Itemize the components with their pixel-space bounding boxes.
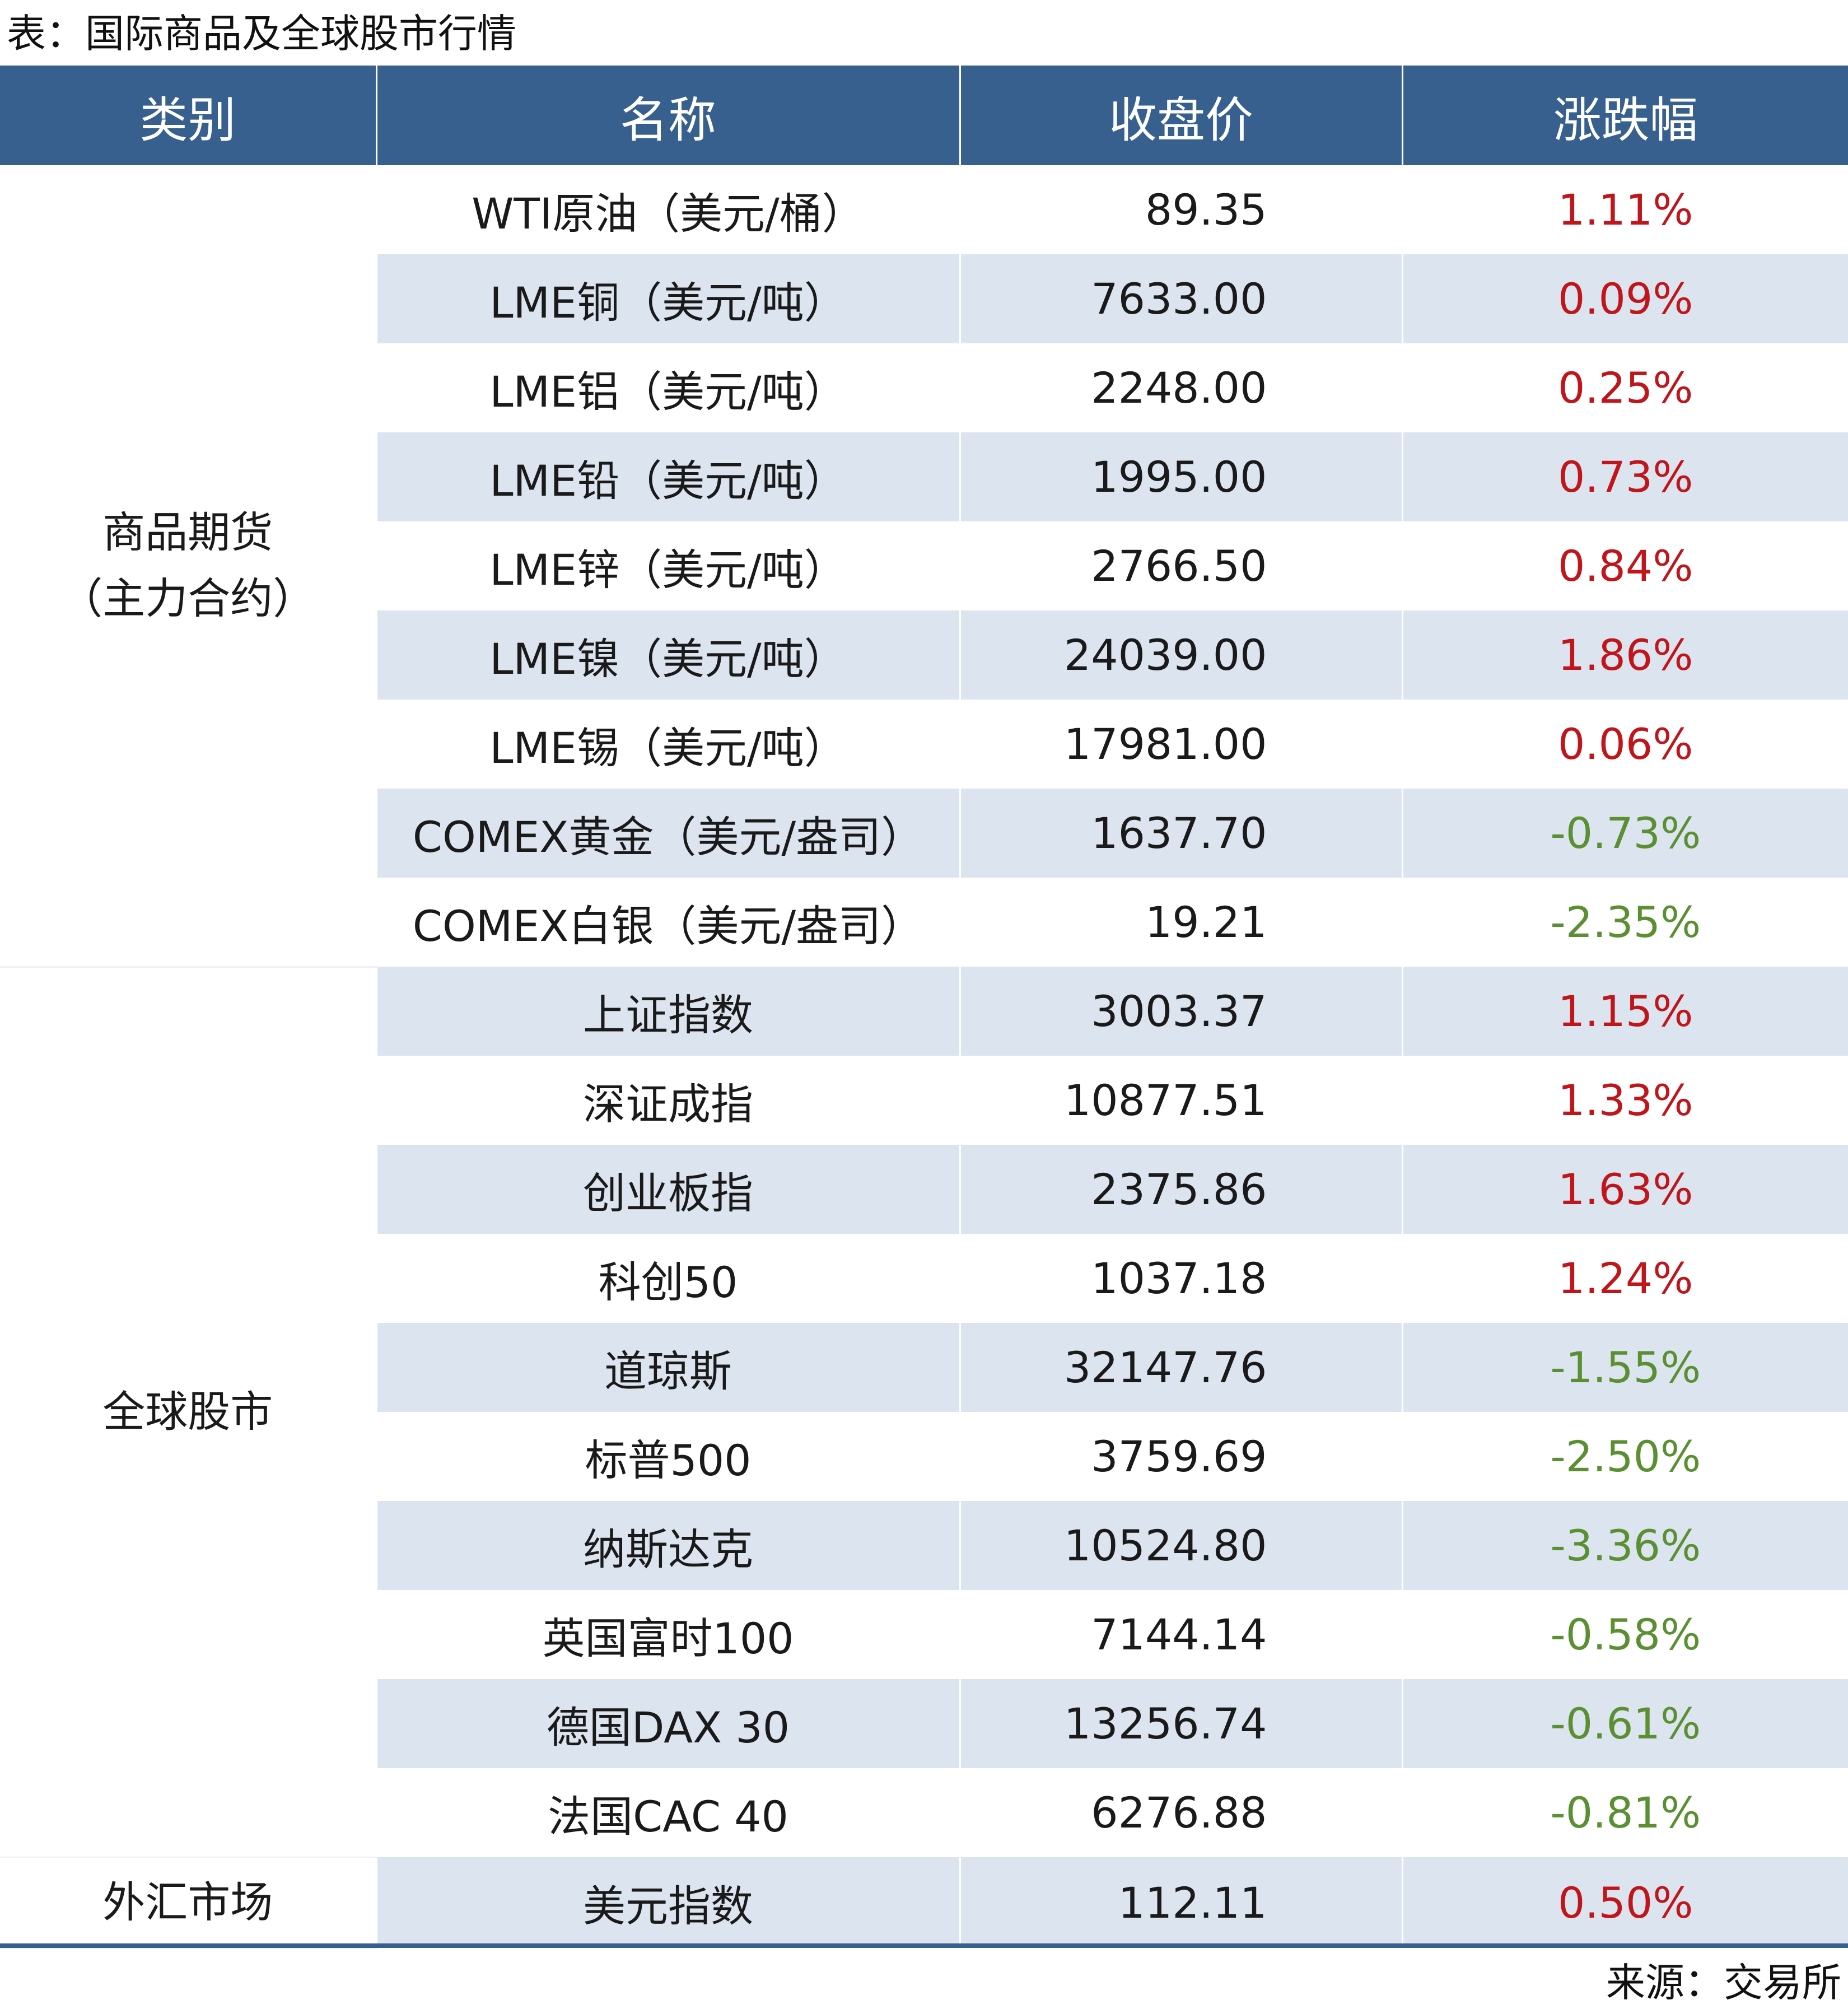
table-row: 法国CAC 40 6276.88 -0.81% [0,1768,1848,1857]
instrument-name: 法国CAC 40 [375,1768,960,1857]
change-pct: -2.35% [1401,878,1848,967]
category-cell: 外汇市场 [0,1857,376,1949]
table-row: 深证成指 10877.51 1.33% [0,1056,1848,1145]
table-row: COMEX黄金（美元/盎司） 1637.70 -0.73% [0,789,1848,878]
table-row: 商品期货 （主力合约） WTI原油（美元/桶） 89.35 1.11% [0,165,1848,968]
close-price: 24039.00 [959,610,1402,700]
change-pct: -0.58% [1401,1590,1848,1679]
change-pct: 1.24% [1401,1234,1848,1323]
table-row: 英国富时100 7144.14 -0.58% [0,1590,1848,1679]
table-header: 类别 名称 收盘价 涨跌幅 [0,66,1848,165]
change-pct: 1.11% [1401,165,1848,254]
close-price: 19.21 [959,878,1402,967]
change-pct: 1.33% [1401,1056,1848,1145]
table-row: 德国DAX 30 13256.74 -0.61% [0,1679,1848,1768]
instrument-name: COMEX黄金（美元/盎司） [375,789,960,878]
close-price: 7144.14 [959,1590,1402,1679]
table-row: LME锌（美元/吨） 2766.50 0.84% [0,521,1848,610]
change-pct: 1.63% [1401,1145,1848,1234]
instrument-name: 道琼斯 [375,1323,960,1412]
instrument-name: 科创50 [375,1234,960,1323]
table-row: 纳斯达克 10524.80 -3.36% [0,1501,1848,1590]
table-row: 道琼斯 32147.76 -1.55% [0,1323,1848,1412]
close-price: 3003.37 [959,967,1402,1056]
change-pct: 1.15% [1401,967,1848,1056]
instrument-name: 英国富时100 [375,1590,960,1679]
table-row: LME镍（美元/吨） 24039.00 1.86% [0,610,1848,700]
instrument-name: WTI原油（美元/桶） [375,165,960,254]
close-price: 3759.69 [959,1412,1402,1501]
close-price: 1037.18 [959,1234,1402,1323]
header-category: 类别 [0,66,376,165]
instrument-name: 创业板指 [375,1145,960,1234]
change-pct: -1.55% [1401,1323,1848,1412]
header-name: 名称 [375,66,960,165]
table-body: 商品期货 （主力合约） WTI原油（美元/桶） 89.35 1.11% LME铜（美元/… [0,165,1848,1949]
change-pct: -0.61% [1401,1679,1848,1768]
close-price: 32147.76 [959,1323,1402,1412]
change-pct: -0.73% [1401,789,1848,878]
close-price: 6276.88 [959,1768,1402,1857]
change-pct: 0.09% [1401,254,1848,343]
table-row: LME铜（美元/吨） 7633.00 0.09% [0,254,1848,343]
close-price: 17981.00 [959,700,1402,789]
change-pct: -0.81% [1401,1768,1848,1857]
change-pct: 0.06% [1401,700,1848,789]
close-price: 10877.51 [959,1056,1402,1145]
instrument-name: LME锌（美元/吨） [375,521,960,610]
header-row: 类别 名称 收盘价 涨跌幅 [0,66,1848,165]
instrument-name: LME镍（美元/吨） [375,610,960,700]
instrument-name: 上证指数 [375,967,960,1056]
instrument-name: LME锡（美元/吨） [375,700,960,789]
market-table: 类别 名称 收盘价 涨跌幅 商品期货 （主力合约） WTI原油（美元/桶） 89.3… [0,66,1848,1949]
bottom-rule [0,1943,1848,1948]
instrument-name: 美元指数 [375,1857,960,1948]
table-row: 外汇市场 美元指数 112.11 0.50% [0,1857,1848,1949]
change-pct: 0.50% [1401,1857,1848,1948]
table-row: COMEX白银（美元/盎司） 19.21 -2.35% [0,878,1848,967]
table-row: 全球股市 上证指数 3003.37 1.15% [0,967,1848,1858]
table-row: 创业板指 2375.86 1.63% [0,1145,1848,1234]
header-close-price: 收盘价 [959,66,1402,165]
table-row: LME铅（美元/吨） 1995.00 0.73% [0,432,1848,521]
header-change-pct: 涨跌幅 [1401,66,1848,165]
source-note: 来源：交易所 [1606,1960,1841,2006]
change-pct: 0.25% [1401,343,1848,432]
instrument-name: 深证成指 [375,1056,960,1145]
change-pct: -2.50% [1401,1412,1848,1501]
instrument-name: COMEX白银（美元/盎司） [375,878,960,967]
change-pct: -3.36% [1401,1501,1848,1590]
close-price: 1637.70 [959,789,1402,878]
change-pct: 0.84% [1401,521,1848,610]
table-row: LME铝（美元/吨） 2248.00 0.25% [0,343,1848,432]
instrument-name: LME铜（美元/吨） [375,254,960,343]
close-price: 2766.50 [959,521,1402,610]
category-cell: 全球股市 [0,967,376,1858]
close-price: 7633.00 [959,254,1402,343]
instrument-name: 德国DAX 30 [375,1679,960,1768]
close-price: 1995.00 [959,432,1402,521]
close-price: 2375.86 [959,1145,1402,1234]
close-price: 112.11 [959,1857,1402,1948]
close-price: 13256.74 [959,1679,1402,1768]
instrument-name: LME铅（美元/吨） [375,432,960,521]
close-price: 10524.80 [959,1501,1402,1590]
instrument-name: LME铝（美元/吨） [375,343,960,432]
close-price: 89.35 [959,165,1402,254]
change-pct: 0.73% [1401,432,1848,521]
category-cell: 商品期货 （主力合约） [0,165,376,968]
table-row: 标普500 3759.69 -2.50% [0,1412,1848,1501]
table-row: LME锡（美元/吨） 17981.00 0.06% [0,700,1848,789]
table-title: 表：国际商品及全球股市行情 [7,11,516,57]
instrument-name: 标普500 [375,1412,960,1501]
close-price: 2248.00 [959,343,1402,432]
table-row: 科创50 1037.18 1.24% [0,1234,1848,1323]
change-pct: 1.86% [1401,610,1848,700]
instrument-name: 纳斯达克 [375,1501,960,1590]
